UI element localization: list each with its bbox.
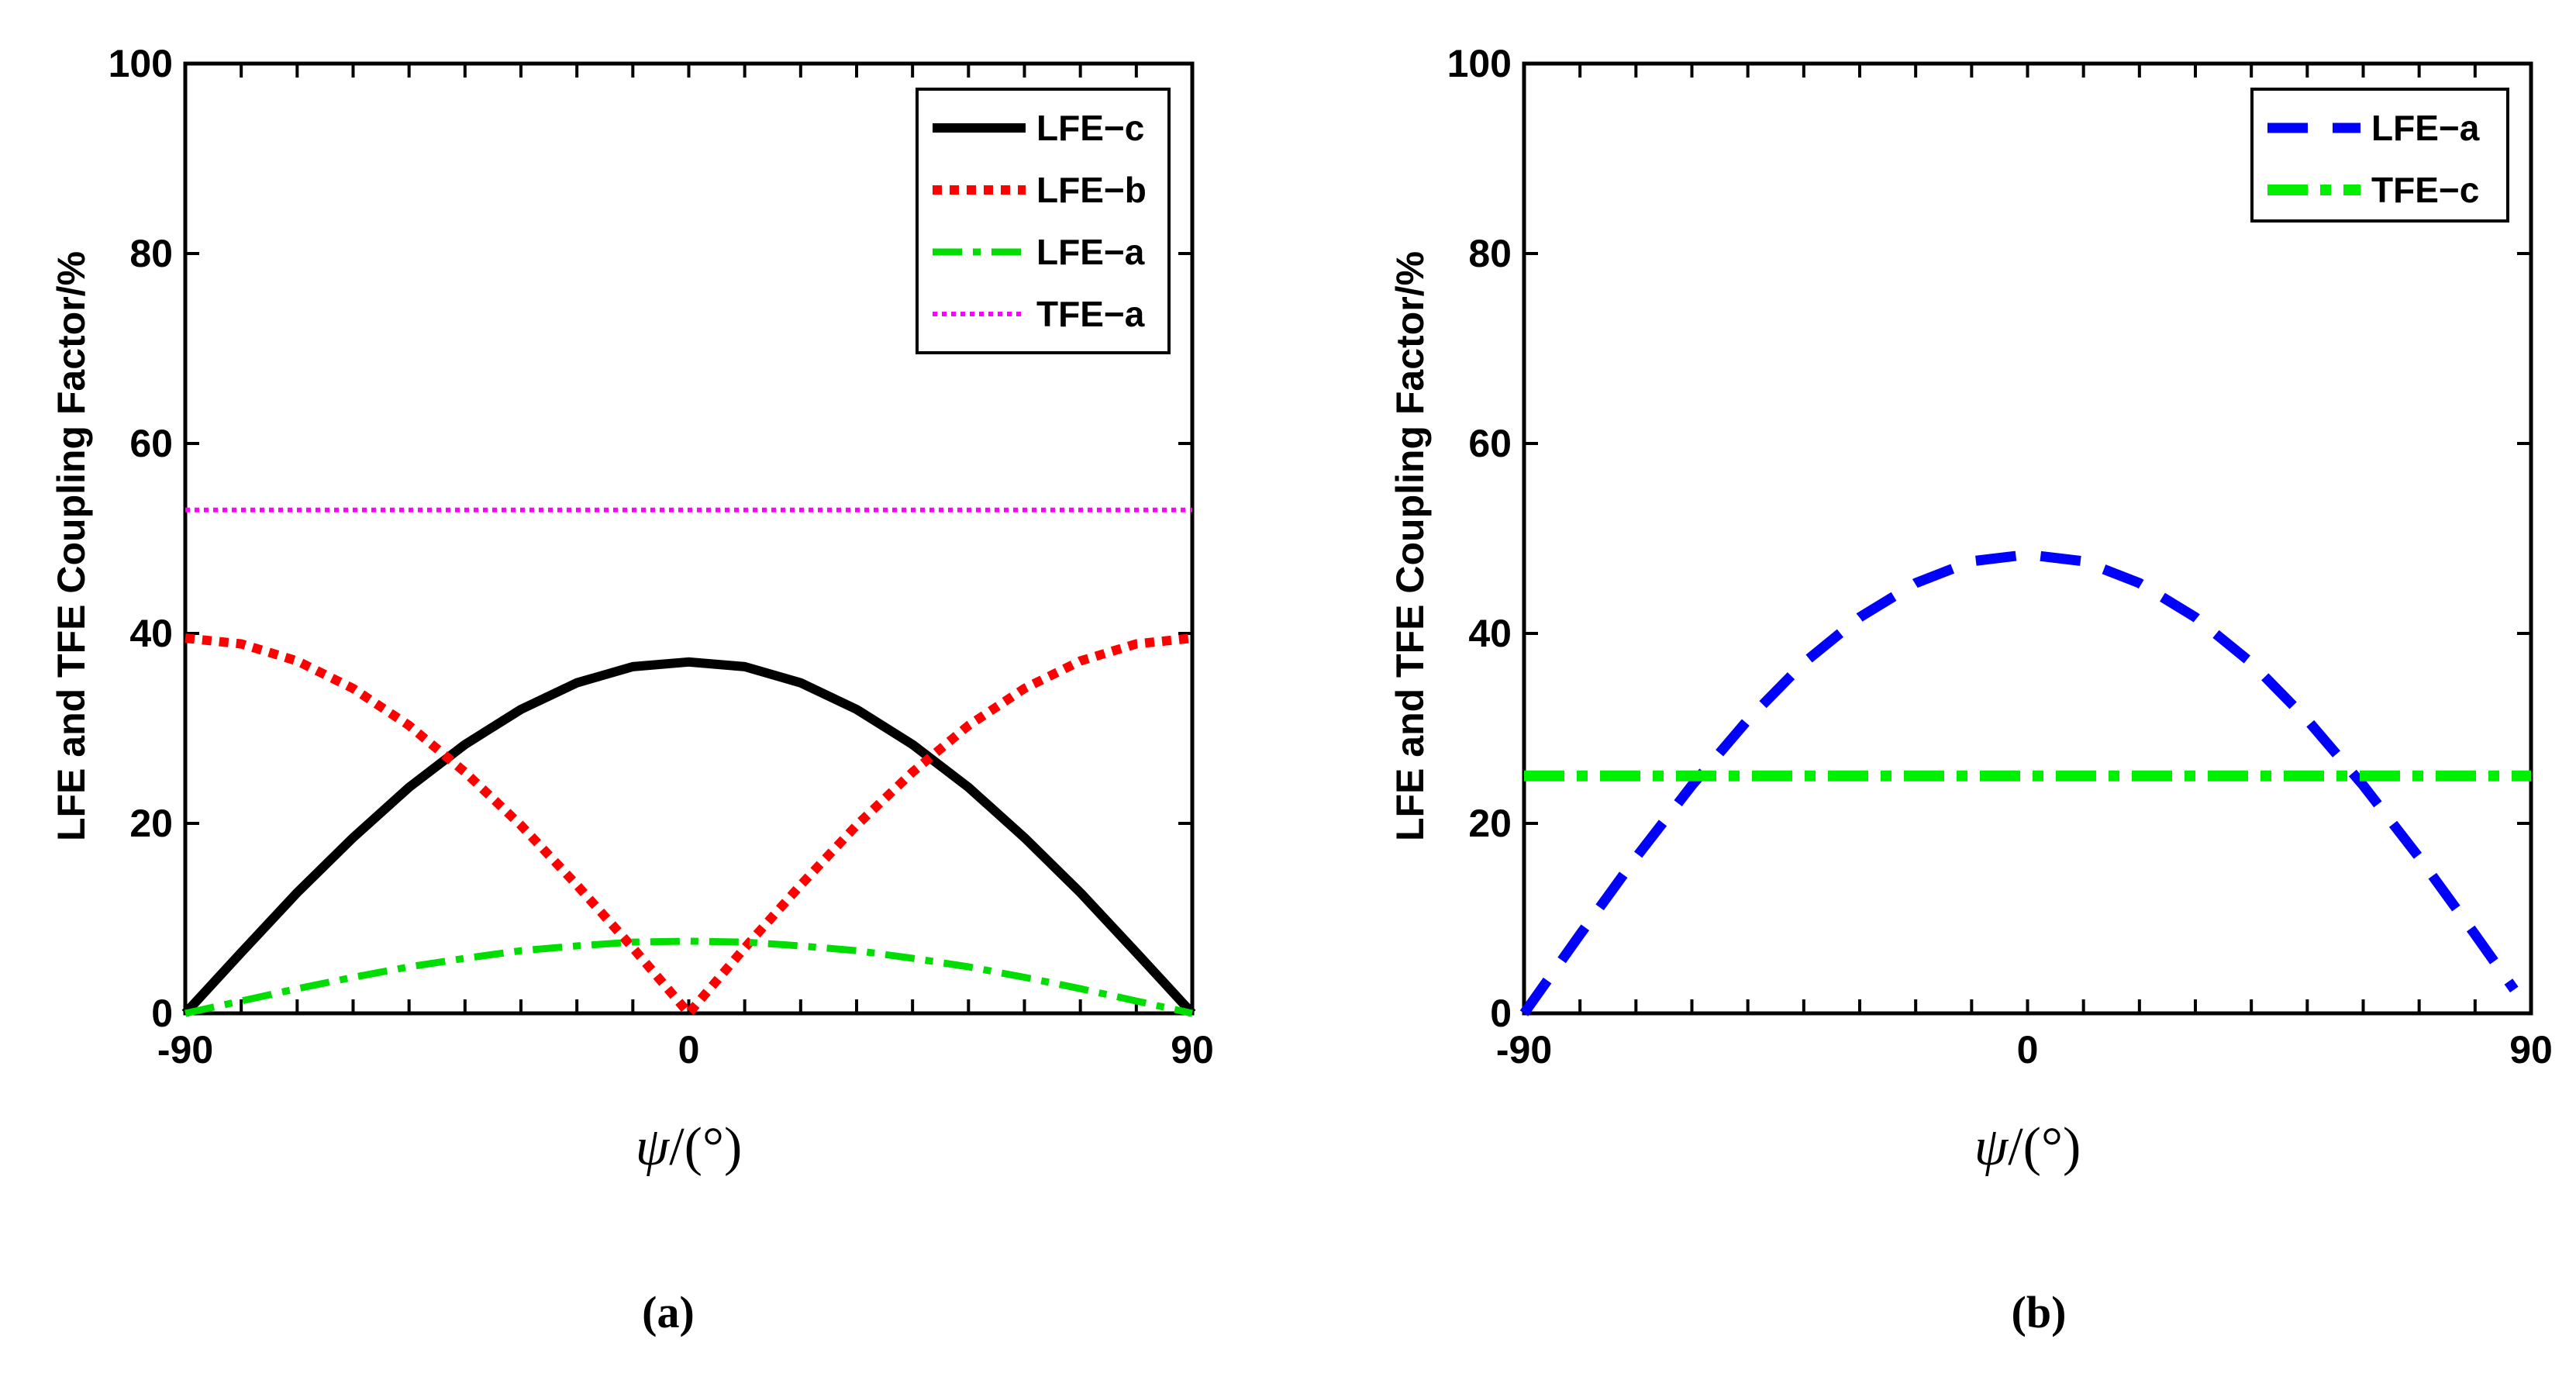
y-tick-label: 80: [129, 232, 173, 275]
legend-label: TFE−c: [2371, 170, 2479, 210]
x-axis-label-symbol: ψ: [636, 1117, 671, 1177]
panel-caption: (a): [642, 1287, 695, 1337]
x-axis-label: ψ/(°): [636, 1117, 743, 1177]
series-line: [184, 937, 1193, 1017]
y-tick-label: 20: [1468, 802, 1512, 845]
legend-label: TFE−a: [1036, 294, 1145, 334]
y-tick-label: 80: [1468, 232, 1512, 275]
x-axis-label: ψ/(°): [1974, 1117, 2081, 1177]
series-line: [181, 657, 1196, 1017]
x-axis-label-unit: /(°): [2008, 1117, 2081, 1177]
y-tick-label: 0: [151, 992, 173, 1035]
y-tick-label: 40: [129, 612, 173, 655]
x-tick-label: 0: [678, 1028, 700, 1071]
y-tick-label: 60: [129, 422, 173, 465]
y-axis-label: LFE and TFE Coupling Factor/%: [1388, 251, 1432, 841]
x-axis-label-symbol: ψ: [1974, 1117, 2009, 1177]
legend-label: LFE−a: [2371, 108, 2480, 148]
x-tick-label: -90: [1496, 1028, 1552, 1071]
y-axis-label: LFE and TFE Coupling Factor/%: [50, 251, 93, 841]
legend-box: [2250, 88, 2509, 223]
x-tick-label: 90: [2509, 1028, 2553, 1071]
y-tick-label: 100: [109, 42, 173, 85]
y-tick-label: 0: [1490, 992, 1512, 1035]
panel-caption: (b): [2012, 1287, 2067, 1337]
legend-label: LFE−c: [1036, 108, 1144, 148]
legend-label: LFE−a: [1036, 232, 1145, 272]
x-axis-label-unit: /(°): [669, 1117, 742, 1177]
x-tick-label: 0: [2017, 1028, 2039, 1071]
y-tick-label: 100: [1447, 42, 1512, 85]
legend-box: [916, 88, 1171, 354]
y-tick-label: 60: [1468, 422, 1512, 465]
legend-label: LFE−b: [1036, 170, 1147, 210]
series-line: [184, 633, 1193, 1018]
x-tick-label: 90: [1171, 1028, 1214, 1071]
x-tick-label: -90: [157, 1028, 213, 1071]
y-tick-label: 20: [129, 802, 173, 845]
series-line: [1519, 549, 2519, 1016]
y-tick-label: 40: [1468, 612, 1512, 655]
